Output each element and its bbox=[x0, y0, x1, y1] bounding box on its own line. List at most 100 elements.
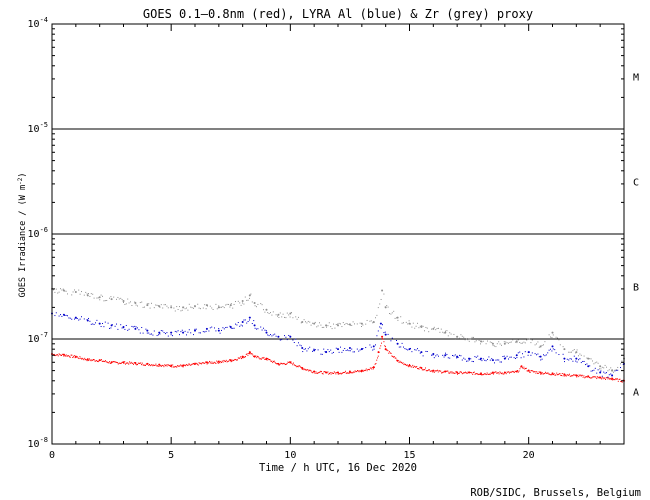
data-trace-dot bbox=[67, 315, 68, 317]
data-trace-dot bbox=[145, 328, 147, 330]
data-trace-dot bbox=[326, 326, 327, 328]
data-trace-dot bbox=[271, 360, 273, 362]
data-trace-dot bbox=[289, 335, 291, 337]
data-point bbox=[170, 306, 173, 309]
data-trace-dot bbox=[161, 364, 163, 366]
data-trace-dot bbox=[568, 359, 570, 361]
data-trace-dot bbox=[99, 359, 101, 361]
data-trace-dot bbox=[562, 353, 564, 355]
data-trace-dot bbox=[98, 360, 100, 362]
data-trace-dot bbox=[241, 358, 242, 360]
data-trace-dot bbox=[146, 303, 148, 305]
data-trace-dot bbox=[303, 319, 305, 321]
data-point bbox=[384, 333, 387, 336]
data-trace-dot bbox=[347, 372, 349, 374]
data-point bbox=[372, 345, 375, 348]
data-trace-dot bbox=[184, 330, 186, 332]
data-trace-dot bbox=[177, 330, 179, 332]
data-trace-dot bbox=[257, 328, 259, 330]
data-trace-dot bbox=[97, 361, 99, 363]
data-trace-dot bbox=[480, 343, 481, 345]
data-trace-dot bbox=[254, 355, 256, 357]
data-point bbox=[182, 331, 185, 334]
data-trace-dot bbox=[293, 364, 295, 366]
data-trace-dot bbox=[263, 356, 265, 358]
data-trace-dot bbox=[296, 318, 298, 320]
data-trace-dot bbox=[426, 351, 428, 353]
data-trace-dot bbox=[121, 362, 122, 364]
data-trace-dot bbox=[483, 373, 485, 375]
data-trace-dot bbox=[272, 362, 274, 364]
data-trace-dot bbox=[484, 373, 486, 375]
data-trace-dot bbox=[159, 333, 161, 335]
data-trace-dot bbox=[132, 326, 134, 328]
data-trace-dot bbox=[223, 359, 225, 361]
data-trace-dot bbox=[473, 372, 474, 374]
data-trace-dot bbox=[372, 366, 374, 368]
data-trace-dot bbox=[279, 312, 281, 314]
data-trace-dot bbox=[354, 370, 356, 372]
data-trace-dot bbox=[496, 343, 498, 345]
data-trace-dot bbox=[221, 361, 222, 363]
data-trace-dot bbox=[507, 371, 509, 373]
data-trace-dot bbox=[495, 371, 497, 373]
data-trace-dot bbox=[234, 358, 236, 360]
data-trace-dot bbox=[437, 369, 438, 371]
data-trace-dot bbox=[270, 360, 272, 362]
data-trace-dot bbox=[450, 372, 452, 374]
data-trace-dot bbox=[521, 365, 522, 367]
data-trace-dot bbox=[232, 307, 234, 309]
data-trace-dot bbox=[121, 299, 123, 301]
data-trace-dot bbox=[614, 369, 616, 371]
data-trace-dot bbox=[560, 374, 562, 376]
data-trace-dot bbox=[407, 349, 409, 351]
data-trace-dot bbox=[99, 323, 101, 325]
data-trace-dot bbox=[340, 323, 341, 325]
data-trace-dot bbox=[74, 289, 75, 291]
data-trace-dot bbox=[180, 364, 182, 366]
data-trace-dot bbox=[567, 374, 569, 376]
data-trace-dot bbox=[420, 366, 422, 368]
data-trace-dot bbox=[408, 366, 410, 368]
data-trace-dot bbox=[376, 314, 378, 316]
data-trace-dot bbox=[211, 307, 213, 309]
data-trace-dot bbox=[327, 349, 329, 351]
data-trace-dot bbox=[235, 359, 237, 361]
data-trace-dot bbox=[453, 355, 455, 357]
data-trace-dot bbox=[125, 363, 126, 365]
data-trace-dot bbox=[468, 359, 470, 361]
data-trace-dot bbox=[411, 326, 413, 328]
data-trace-dot bbox=[299, 365, 301, 367]
data-trace-dot bbox=[602, 378, 604, 380]
data-trace-dot bbox=[408, 320, 410, 322]
data-trace-dot bbox=[395, 357, 397, 359]
data-trace-dot bbox=[243, 303, 245, 305]
data-trace-dot bbox=[536, 343, 537, 345]
data-trace-dot bbox=[251, 323, 253, 325]
data-trace-dot bbox=[554, 374, 556, 376]
data-trace-dot bbox=[225, 361, 226, 363]
data-trace-dot bbox=[270, 334, 271, 336]
data-trace-dot bbox=[401, 322, 403, 324]
data-trace-dot bbox=[350, 372, 352, 374]
data-point bbox=[551, 331, 554, 334]
data-trace-dot bbox=[207, 362, 209, 364]
data-trace-dot bbox=[135, 326, 137, 328]
data-trace-dot bbox=[538, 371, 540, 373]
data-trace-dot bbox=[370, 320, 372, 322]
data-trace-dot bbox=[352, 351, 354, 353]
data-trace-dot bbox=[208, 330, 210, 332]
data-trace-dot bbox=[131, 305, 133, 307]
data-trace-dot bbox=[204, 362, 206, 364]
data-trace-dot bbox=[391, 337, 393, 339]
data-point bbox=[381, 335, 384, 338]
data-trace-dot bbox=[141, 362, 143, 364]
data-point bbox=[348, 347, 351, 350]
data-trace-dot bbox=[138, 329, 140, 331]
data-trace-dot bbox=[570, 375, 572, 377]
data-trace-dot bbox=[180, 331, 182, 333]
data-trace-dot bbox=[603, 371, 605, 373]
data-trace-dot bbox=[474, 373, 476, 375]
data-trace-dot bbox=[75, 291, 77, 293]
data-trace-dot bbox=[319, 322, 320, 324]
